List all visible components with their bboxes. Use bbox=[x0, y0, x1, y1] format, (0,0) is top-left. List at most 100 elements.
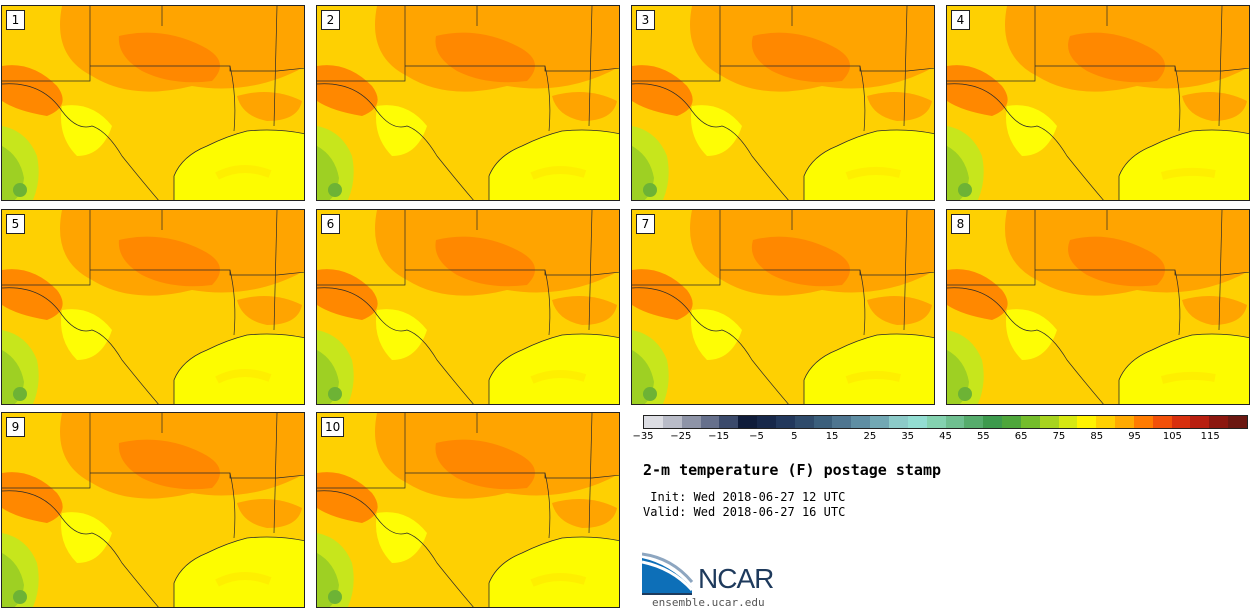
border-ar-la bbox=[588, 413, 593, 534]
hot-region bbox=[751, 32, 850, 83]
colorbar-segment bbox=[832, 416, 852, 428]
warm-region-east bbox=[552, 296, 617, 325]
colorbar-segment bbox=[738, 416, 758, 428]
border-tx-la bbox=[1174, 269, 1181, 336]
hot-region-west bbox=[947, 269, 1008, 320]
colorbar-tick-label: 115 bbox=[1200, 431, 1220, 442]
member-number: 9 bbox=[6, 417, 25, 437]
warm-region-east bbox=[552, 92, 617, 121]
border-ar-la bbox=[1218, 6, 1223, 127]
mild-patch bbox=[691, 105, 742, 156]
ensemble-member-panel-3[interactable]: 3 bbox=[631, 5, 935, 201]
terrain-coldest bbox=[328, 183, 342, 197]
hot-region bbox=[118, 32, 220, 83]
ensemble-member-panel-1[interactable]: 1 bbox=[1, 5, 305, 201]
ncar-wordmark: NCAR bbox=[698, 563, 774, 594]
colorbar-segment bbox=[757, 416, 776, 428]
border-us-mexico bbox=[2, 83, 159, 200]
border-ok-tx bbox=[405, 65, 619, 72]
warm-region-east bbox=[867, 92, 932, 121]
ensemble-member-panel-7[interactable]: 7 bbox=[631, 209, 935, 405]
hot-region bbox=[435, 32, 535, 83]
ensemble-member-panel-8[interactable]: 8 bbox=[946, 209, 1250, 405]
border-ok-tx bbox=[90, 472, 304, 479]
gulf-of-mexico bbox=[488, 129, 619, 200]
hot-region-west bbox=[947, 65, 1008, 116]
border-nm-tx bbox=[317, 210, 406, 286]
warm-region-east bbox=[867, 296, 932, 325]
gulf-warm-streak bbox=[215, 369, 272, 384]
colorbar-segment bbox=[681, 416, 701, 428]
colorbar-segment bbox=[1020, 416, 1040, 428]
border-ar-la bbox=[273, 413, 278, 534]
warm-region-east bbox=[237, 92, 302, 121]
border-ok-tx bbox=[1035, 65, 1249, 72]
ensemble-member-panel-5[interactable]: 5 bbox=[1, 209, 305, 405]
colorbar-segment bbox=[1190, 416, 1210, 428]
gulf-warm-streak bbox=[845, 167, 901, 180]
border-nm-tx bbox=[2, 210, 91, 286]
colorbar-tick-label: 95 bbox=[1128, 431, 1141, 442]
border-tx-la bbox=[229, 65, 236, 132]
hot-region-west bbox=[632, 65, 693, 116]
ensemble-member-panel-4[interactable]: 4 bbox=[946, 5, 1250, 201]
hot-region bbox=[118, 236, 220, 287]
border-us-mexico bbox=[947, 287, 1104, 404]
terrain-coldest bbox=[328, 590, 342, 604]
colorbar-tick-label: 45 bbox=[939, 431, 952, 442]
border-nm-tx bbox=[632, 6, 721, 82]
gulf-of-mexico bbox=[803, 129, 934, 200]
colorbar-segment bbox=[964, 416, 984, 428]
colorbar-tick-label: 5 bbox=[791, 431, 798, 442]
colorbar-segment bbox=[1152, 416, 1172, 428]
hot-region-west bbox=[2, 65, 63, 116]
member-number: 10 bbox=[321, 417, 345, 437]
colorbar-segment bbox=[719, 416, 739, 428]
colorbar-segment bbox=[662, 416, 682, 428]
terrain-coldest bbox=[13, 387, 27, 401]
colorbar-segment bbox=[907, 416, 927, 428]
temperature-map bbox=[947, 210, 1249, 404]
ensemble-member-panel-6[interactable]: 6 bbox=[316, 209, 620, 405]
temperature-map bbox=[2, 210, 304, 404]
ensemble-member-panel-10[interactable]: 10 bbox=[316, 412, 620, 608]
border-tx-la bbox=[544, 269, 551, 336]
border-tx-la bbox=[859, 65, 866, 132]
mild-patch bbox=[61, 105, 112, 156]
gulf-warm-streak bbox=[215, 165, 272, 180]
border-ok-tx bbox=[720, 65, 934, 72]
warm-region-east bbox=[237, 499, 302, 528]
gulf-of-mexico bbox=[488, 536, 619, 607]
colorbar-segment bbox=[1039, 416, 1059, 428]
warm-region-east bbox=[237, 296, 302, 325]
ensemble-member-panel-2[interactable]: 2 bbox=[316, 5, 620, 201]
terrain-coldest bbox=[643, 387, 657, 401]
hot-region-west bbox=[632, 269, 693, 320]
border-tx-la bbox=[544, 65, 551, 132]
mild-patch bbox=[376, 512, 427, 563]
gulf-warm-streak bbox=[1160, 371, 1216, 384]
colorbar-segment bbox=[644, 416, 663, 428]
border-ok-tx bbox=[720, 269, 934, 276]
ensemble-member-panel-9[interactable]: 9 bbox=[1, 412, 305, 608]
colorbar-segment bbox=[1058, 416, 1078, 428]
border-tx-la bbox=[1174, 65, 1181, 132]
colorbar-segment bbox=[870, 416, 889, 428]
mild-patch bbox=[691, 309, 742, 360]
border-tx-la bbox=[229, 269, 236, 336]
temperature-map bbox=[317, 210, 619, 404]
website-link[interactable]: ensemble.ucar.edu bbox=[652, 596, 765, 609]
colorbar-segment bbox=[1209, 416, 1229, 428]
colorbar-segment bbox=[794, 416, 814, 428]
gulf-of-mexico bbox=[173, 129, 304, 200]
colorbar-segment bbox=[945, 416, 965, 428]
hot-region-west bbox=[317, 269, 378, 320]
border-ar-la bbox=[273, 6, 278, 127]
border-nm-tx bbox=[632, 210, 721, 286]
warm-region-east bbox=[552, 499, 617, 528]
hot-region-west bbox=[2, 269, 63, 320]
border-ar-la bbox=[1218, 210, 1223, 331]
terrain-coldest bbox=[328, 387, 342, 401]
border-nm-tx bbox=[2, 6, 91, 82]
gulf-warm-streak bbox=[530, 370, 587, 384]
